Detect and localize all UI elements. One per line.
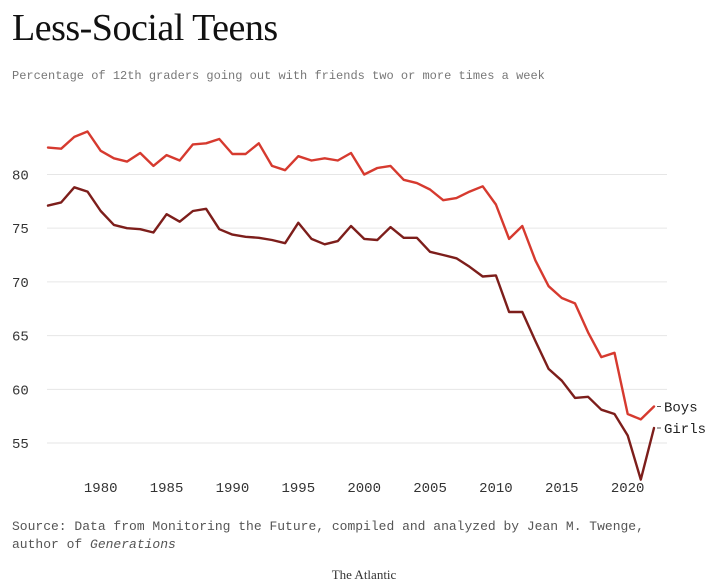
x-tick-label-2005: 2005: [413, 481, 447, 497]
x-tick-label-1985: 1985: [150, 481, 184, 497]
series-line-boys: [46, 130, 656, 421]
series-end-labels: Boys Girls: [657, 401, 706, 438]
source-note: Source: Data from Monitoring the Future,…: [12, 518, 644, 554]
y-tick-label-80: 80: [12, 168, 29, 184]
source-book-title: Generations: [90, 537, 176, 552]
publisher-brand: The Atlantic: [331, 567, 397, 582]
y-tick-label-70: 70: [12, 276, 29, 292]
x-tick-label-2000: 2000: [347, 481, 381, 497]
source-line-1: Source: Data from Monitoring the Future,…: [12, 519, 644, 534]
gridlines: [47, 173, 667, 444]
y-tick-label-55: 55: [12, 437, 29, 453]
series-lines: [46, 130, 656, 481]
series-label-boys: Boys: [664, 401, 698, 417]
chart-subtitle: Percentage of 12th graders going out wit…: [12, 69, 545, 83]
y-tick-label-60: 60: [12, 383, 29, 399]
line-chart: 55 60 65 70 75 80 1980 1985 1990 1995 2000 2005 201…: [12, 130, 706, 497]
series-label-girls: Girls: [664, 422, 706, 438]
x-axis-tick-labels: 1980 1985 1990 1995 2000 2005 2010 2015 2020: [84, 481, 645, 497]
x-tick-label-2010: 2010: [479, 481, 513, 497]
x-tick-label-2020: 2020: [611, 481, 645, 497]
x-tick-label-1995: 1995: [281, 481, 315, 497]
y-axis-tick-labels: 55 60 65 70 75 80: [12, 168, 29, 453]
y-tick-label-75: 75: [12, 222, 29, 238]
y-tick-label-65: 65: [12, 330, 29, 346]
source-line-2-prefix: author of: [12, 537, 91, 552]
x-tick-label-2015: 2015: [545, 481, 579, 497]
x-tick-label-1980: 1980: [84, 481, 118, 497]
x-tick-label-1990: 1990: [216, 481, 250, 497]
series-line-girls: [46, 186, 656, 481]
chart-title: Less-Social Teens: [12, 7, 278, 49]
